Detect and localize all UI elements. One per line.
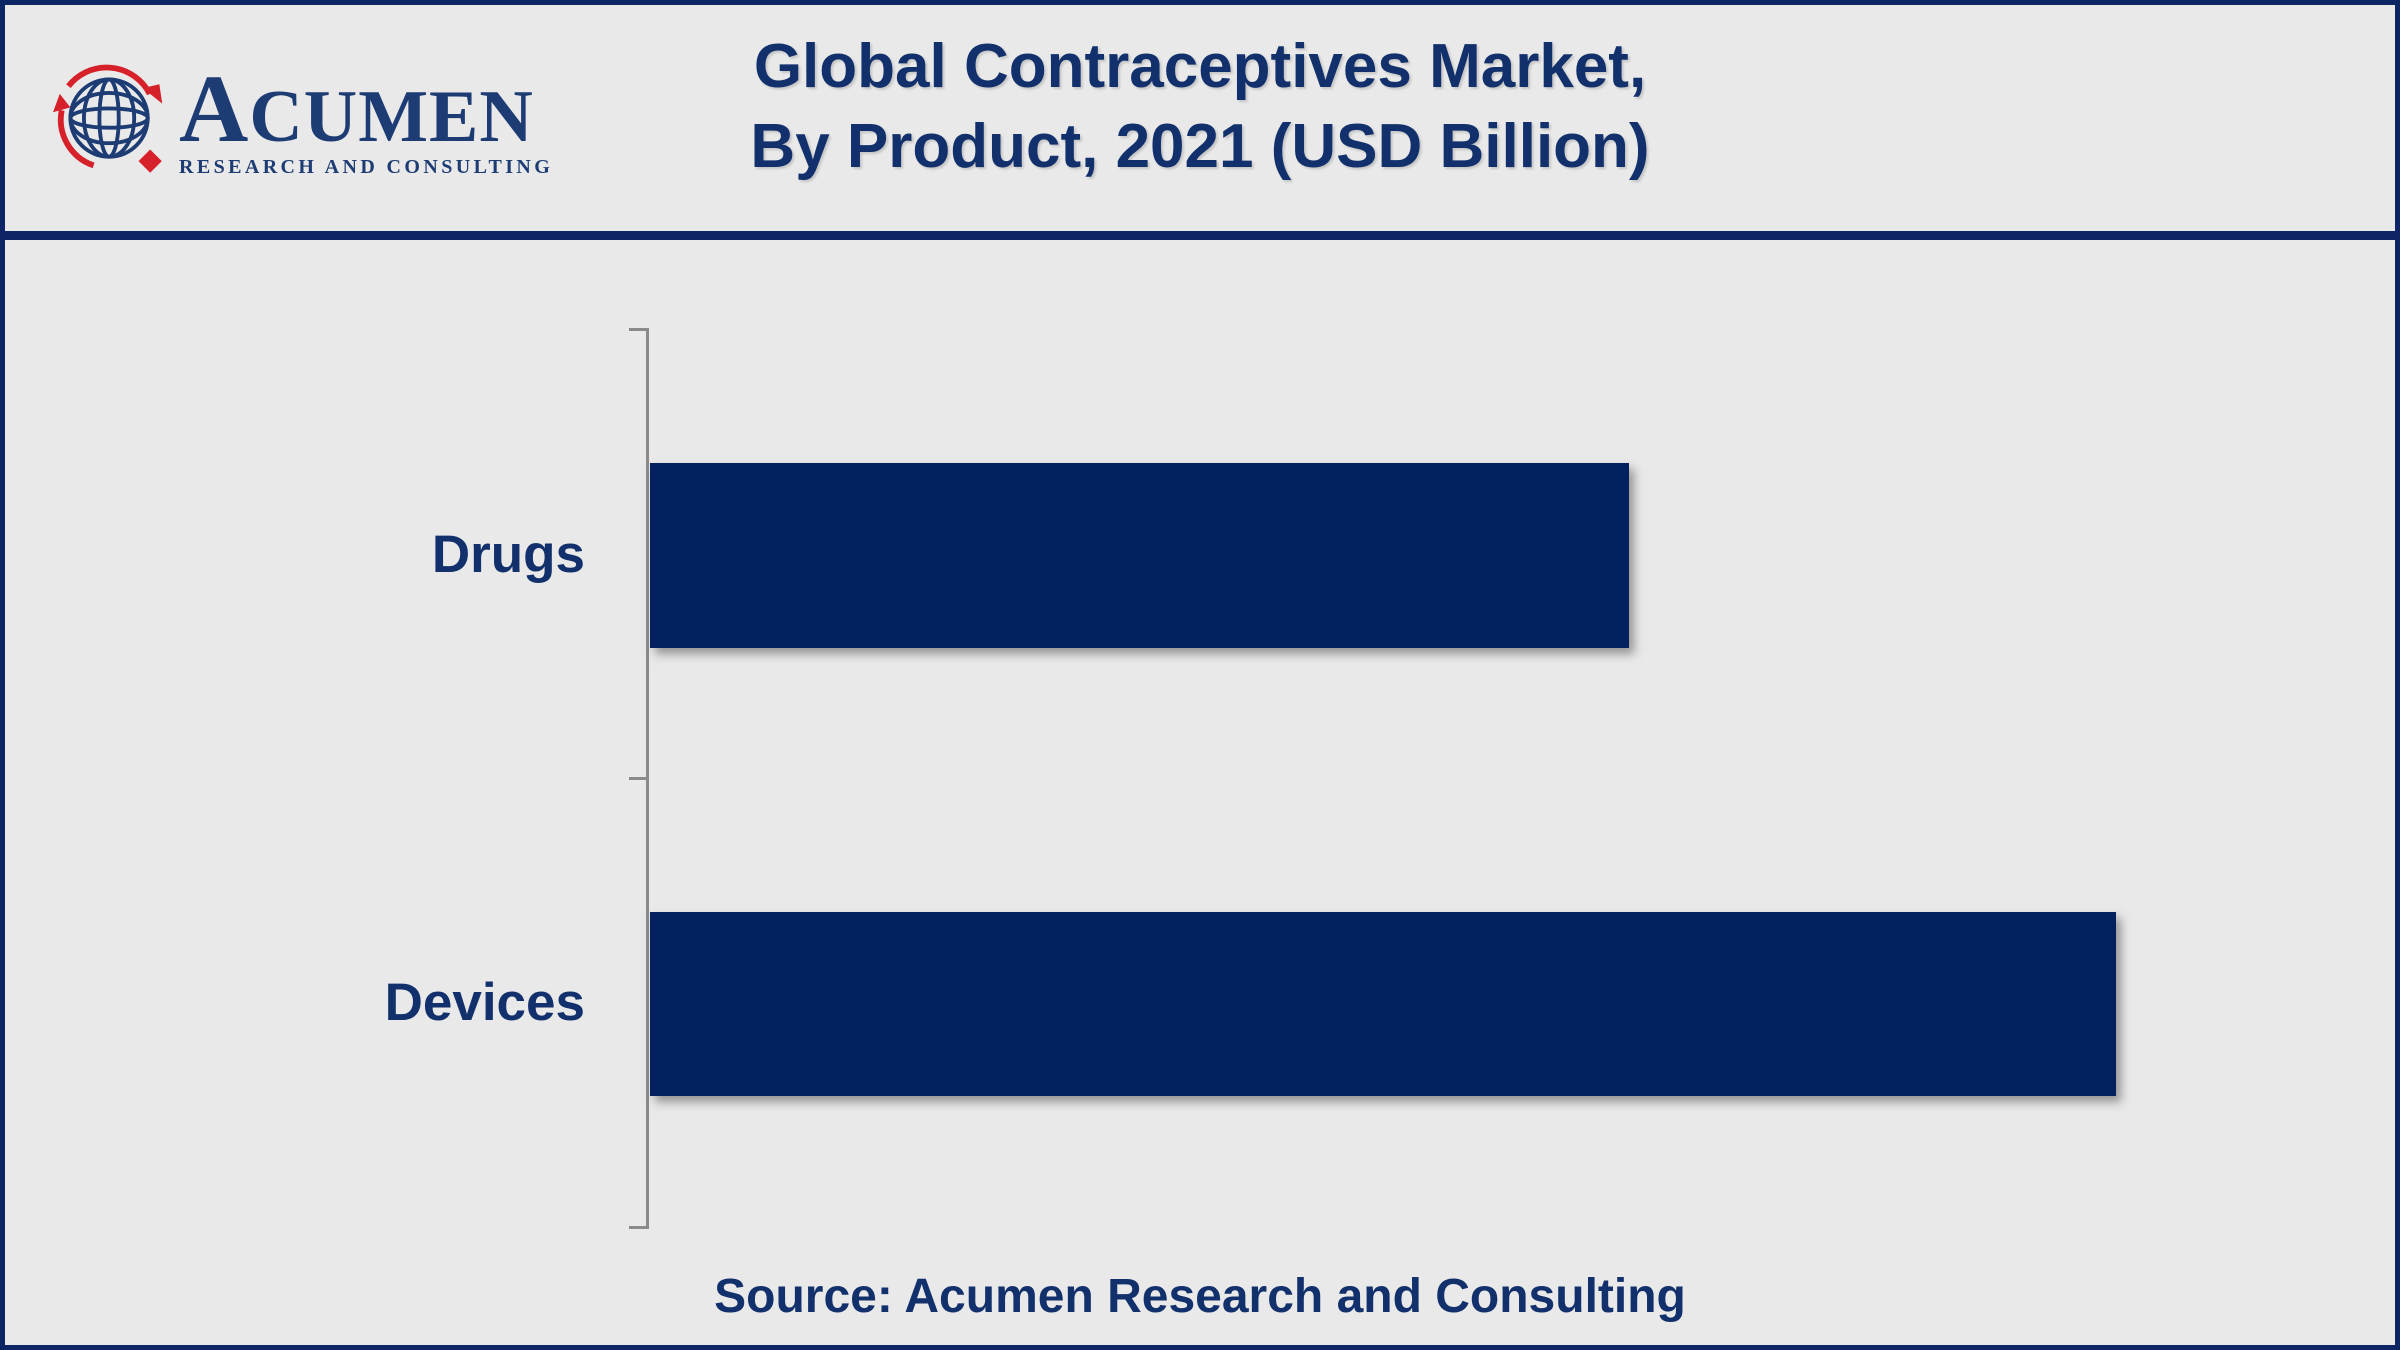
bar-chart-plot-area: Drugs Devices bbox=[5, 240, 2395, 1250]
chart-title-line2: By Product, 2021 (USD Billion) bbox=[750, 112, 1650, 181]
category-label-drugs: Drugs bbox=[431, 525, 585, 584]
acumen-logo: ACUMEN RESEARCH AND CONSULTING bbox=[53, 57, 553, 183]
category-axis-line bbox=[646, 328, 649, 1229]
chart-title: Global Contraceptives Market, By Product… bbox=[5, 27, 2395, 187]
logo-wordmark: ACUMEN bbox=[179, 54, 534, 162]
chart-title-line1: Global Contraceptives Market, bbox=[753, 32, 1647, 101]
source-note: Source: Acumen Research and Consulting bbox=[714, 1270, 1686, 1323]
bar-drugs bbox=[650, 463, 1629, 648]
axis-tick-top bbox=[629, 328, 646, 331]
axis-tick-bottom bbox=[629, 1226, 646, 1229]
category-label-devices: Devices bbox=[384, 973, 585, 1032]
logo-subtitle: RESEARCH AND CONSULTING bbox=[179, 156, 554, 178]
header: ACUMEN RESEARCH AND CONSULTING Global Co… bbox=[5, 5, 2395, 230]
axis-tick-middle bbox=[629, 777, 646, 780]
header-divider bbox=[5, 231, 2395, 240]
bar-devices bbox=[650, 912, 2116, 1096]
globe-arrows-logo-icon bbox=[53, 64, 163, 173]
logo-text: ACUMEN RESEARCH AND CONSULTING bbox=[179, 65, 553, 183]
